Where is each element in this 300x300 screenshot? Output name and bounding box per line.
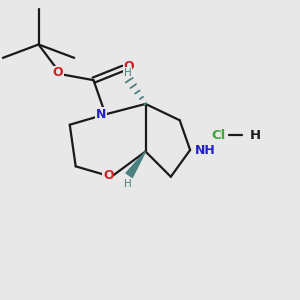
Text: O: O xyxy=(123,60,134,73)
Text: H: H xyxy=(124,178,132,189)
Text: NH: NH xyxy=(195,143,215,157)
Polygon shape xyxy=(126,152,146,178)
Text: O: O xyxy=(103,169,114,182)
Text: N: N xyxy=(96,108,106,121)
Text: H: H xyxy=(124,68,132,78)
Text: Cl: Cl xyxy=(211,129,226,142)
Text: H: H xyxy=(250,129,261,142)
Text: O: O xyxy=(52,66,63,79)
